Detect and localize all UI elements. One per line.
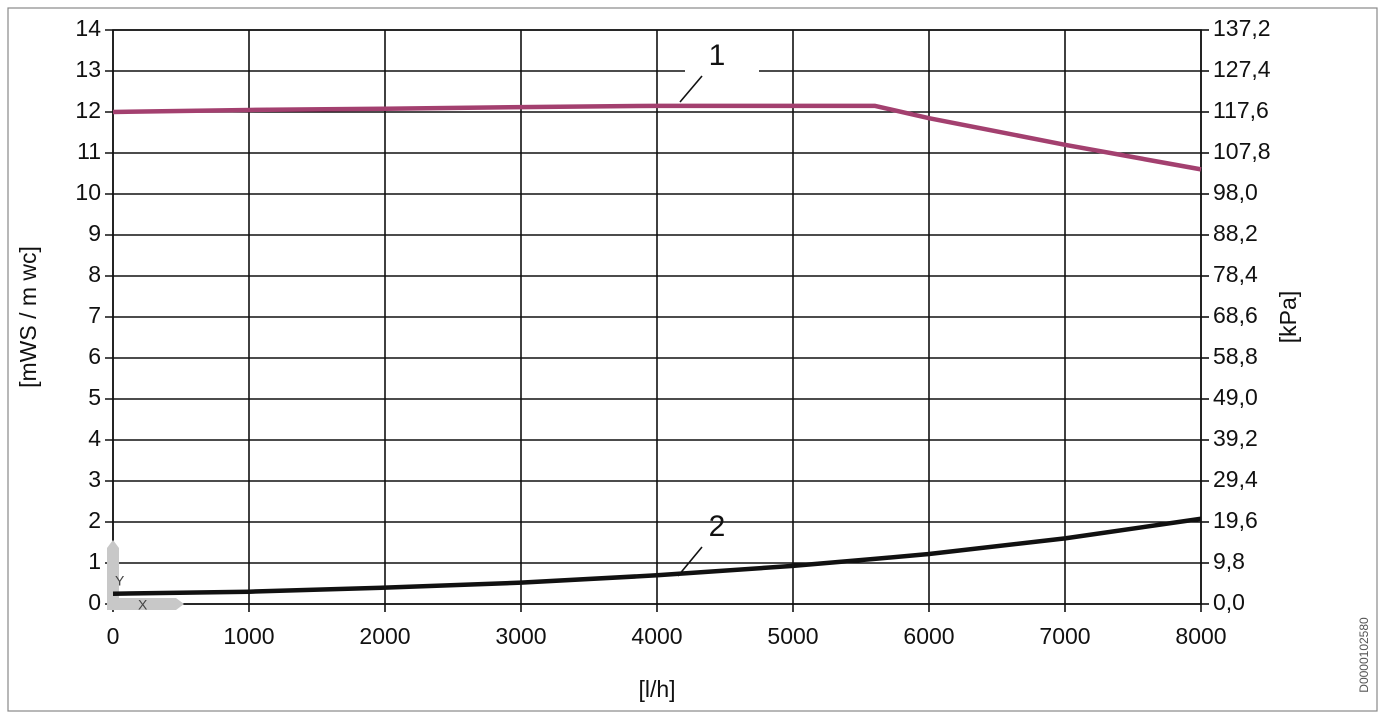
series-line xyxy=(112,103,1202,172)
y-tick-label: 12 xyxy=(75,97,101,123)
y2-tick-label: 78,4 xyxy=(1213,261,1258,287)
y2-tick-label: 127,4 xyxy=(1213,56,1271,82)
callout-gap xyxy=(685,53,759,79)
x-tick-label: 7000 xyxy=(1039,623,1090,649)
origin-icon-label: X xyxy=(138,597,148,613)
y2-tick-label: 107,8 xyxy=(1213,138,1271,164)
y2-tick-label: 0,0 xyxy=(1213,589,1245,615)
document-id: D0000102580 xyxy=(1357,617,1371,693)
y2-tick-label: 88,2 xyxy=(1213,220,1258,246)
y-tick-label: 7 xyxy=(88,302,101,328)
x-tick-label: 5000 xyxy=(767,623,818,649)
origin-icon xyxy=(107,540,184,610)
y-tick-label: 3 xyxy=(88,466,101,492)
y-tick-label: 9 xyxy=(88,220,101,246)
y2-tick-label: 9,8 xyxy=(1213,548,1245,574)
origin-icon-label: Y xyxy=(115,573,125,589)
y-tick-label: 1 xyxy=(88,548,101,574)
x-axis-label: [l/h] xyxy=(638,676,675,702)
x-tick-label: 8000 xyxy=(1175,623,1226,649)
x-tick-label: 1000 xyxy=(223,623,274,649)
plot-border xyxy=(112,29,1202,605)
y-tick-label: 10 xyxy=(75,179,101,205)
y2-tick-label: 19,6 xyxy=(1213,507,1258,533)
y2-tick-label: 39,2 xyxy=(1213,425,1258,451)
x-tick-label: 4000 xyxy=(631,623,682,649)
y-tick-label: 0 xyxy=(88,589,101,615)
series-label: 2 xyxy=(709,510,726,543)
x-tick-label: 6000 xyxy=(903,623,954,649)
y2-tick-label: 29,4 xyxy=(1213,466,1258,492)
x-tick-label: 3000 xyxy=(495,623,546,649)
y-tick-label: 14 xyxy=(75,15,101,41)
y-tick-label: 2 xyxy=(88,507,101,533)
y2-axis-label: [kPa] xyxy=(1275,291,1301,343)
x-tick-label: 0 xyxy=(107,623,120,649)
y-tick-label: 11 xyxy=(77,138,101,164)
series-line xyxy=(112,516,1202,596)
y-tick-label: 5 xyxy=(88,384,101,410)
x-tick-label: 2000 xyxy=(359,623,410,649)
y-tick-label: 4 xyxy=(88,425,101,451)
y2-tick-label: 68,6 xyxy=(1213,302,1258,328)
callout-line xyxy=(679,75,703,103)
callout-gap xyxy=(685,524,759,550)
y2-tick-label: 49,0 xyxy=(1213,384,1258,410)
y-tick-label: 8 xyxy=(88,261,101,287)
frame xyxy=(7,7,1378,712)
y-axis-label: [mWS / m wc] xyxy=(15,246,41,388)
y2-tick-label: 137,2 xyxy=(1213,15,1271,41)
callout-line xyxy=(677,546,703,577)
y-tick-label: 6 xyxy=(88,343,101,369)
y2-tick-label: 58,8 xyxy=(1213,343,1258,369)
y2-tick-label: 117,6 xyxy=(1213,97,1269,123)
y2-tick-label: 98,0 xyxy=(1213,179,1258,205)
series-label: 1 xyxy=(709,39,726,72)
y-tick-label: 13 xyxy=(75,56,101,82)
